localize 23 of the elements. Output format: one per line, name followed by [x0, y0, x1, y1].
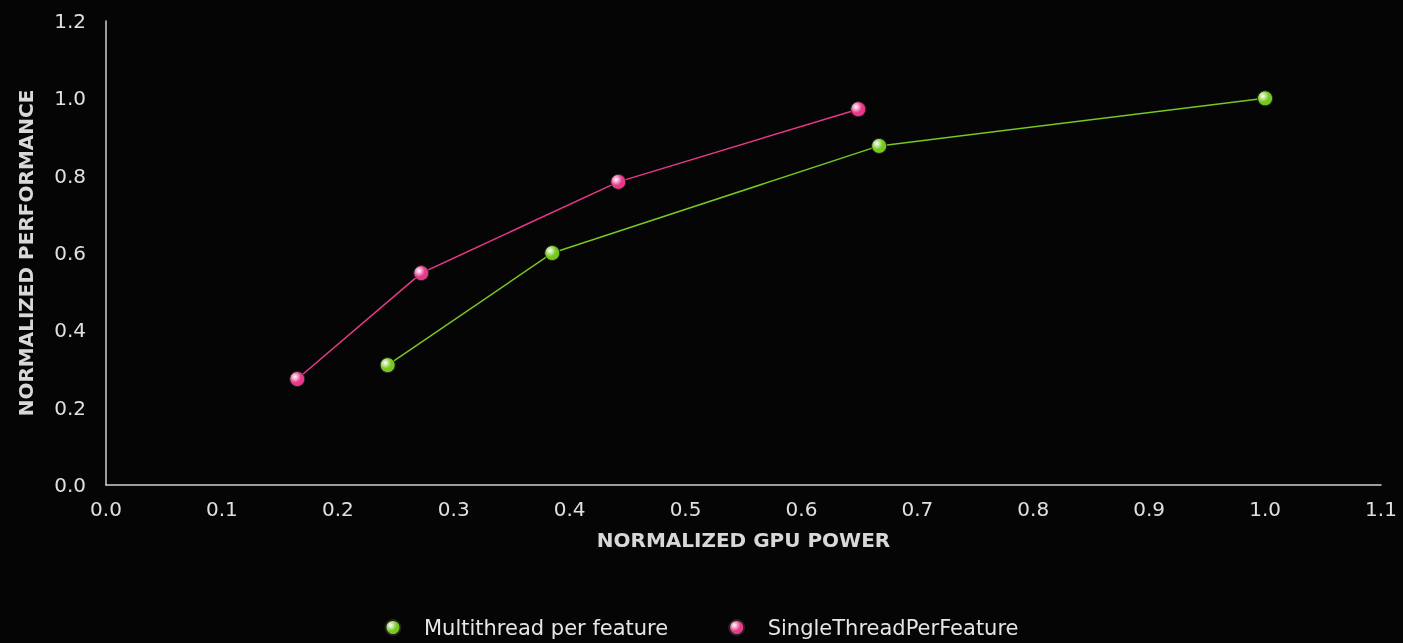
y-tick-label: 0.8 [54, 163, 86, 188]
y-tick-label: 0.4 [54, 318, 86, 343]
x-tick-label: 0.6 [785, 497, 818, 521]
x-tick-label: 0.5 [669, 497, 702, 521]
x-tick-label: 0.4 [553, 497, 586, 521]
x-tick-label: 0.9 [1133, 497, 1166, 521]
x-tick-label: 0.3 [437, 497, 470, 521]
x-tick-label: 0.7 [901, 497, 934, 521]
y-tick-label: 1.0 [54, 86, 86, 111]
x-tick-label: 0.1 [206, 497, 238, 521]
x-axis-title: NORMALIZED GPU POWER [596, 528, 891, 552]
x-tick-label: 0.2 [321, 497, 354, 521]
y-tick-label: 0.2 [54, 395, 86, 420]
y-axis-title: NORMALIZED PERFORMANCE [14, 89, 38, 417]
legend-label: SingleThreadPerFeature [767, 615, 1019, 640]
y-tick-label: 0.0 [54, 473, 86, 497]
legend-label: Multithread per feature [423, 615, 669, 640]
x-tick-label: 0.8 [1017, 497, 1050, 521]
x-tick-label: 1.0 [1249, 497, 1281, 521]
y-tick-label: 0.6 [54, 241, 86, 265]
x-tick-label: 0.0 [90, 497, 122, 521]
y-tick-label: 1.2 [54, 9, 86, 33]
x-tick-label: 1.1 [1365, 497, 1397, 521]
